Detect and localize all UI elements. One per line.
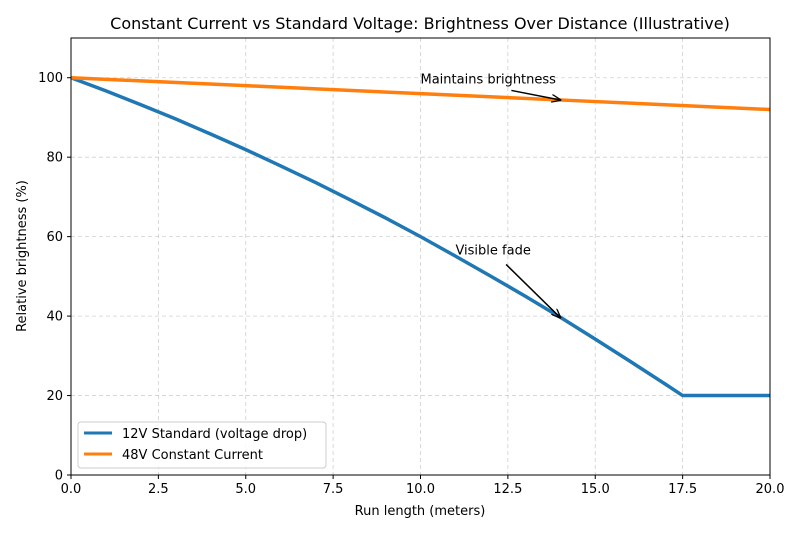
annotation-arrow: [505, 263, 560, 317]
ticks: 0.0 2.5 5.0 7.5 10.0 12.5 15.0 17.5 20.0 0 20 40 60 8…: [38, 71, 784, 497]
x-axis-label: Run length (meters): [355, 504, 486, 519]
x-tick-label: 10.0: [406, 482, 435, 497]
legend-label-48v: 48V Constant Current: [122, 448, 263, 463]
series-line-1: [70, 75, 771, 112]
y-tick-label: 80: [46, 151, 63, 166]
x-tick-label: 7.5: [323, 482, 344, 497]
x-tick-label: 20.0: [756, 482, 785, 497]
y-tick-label: 40: [46, 310, 63, 325]
annotation-arrow: [511, 89, 560, 100]
x-tick-label: 2.5: [148, 482, 169, 497]
legend-label-12v: 12V Standard (voltage drop): [122, 427, 307, 442]
x-tick-label: 15.0: [581, 482, 610, 497]
y-axis-label: Relative brightness (%): [15, 180, 30, 332]
y-tick-label: 60: [46, 230, 63, 245]
legend: 12V Standard (voltage drop) 48V Constant…: [77, 421, 327, 469]
legend-box: [77, 421, 327, 469]
chart-title: Constant Current vs Standard Voltage: Br…: [110, 14, 730, 33]
x-tick-label: 12.5: [493, 482, 522, 497]
series-layer: [70, 75, 771, 398]
annotation-text: Maintains brightness: [421, 73, 557, 88]
y-tick-label: 100: [38, 71, 63, 86]
annotation-text: Visible fade: [455, 244, 530, 259]
x-tick-label: 5.0: [235, 482, 256, 497]
x-tick-label: 17.5: [668, 482, 697, 497]
annotations: Maintains brightness Visible fade: [421, 73, 561, 318]
y-tick-label: 20: [46, 389, 63, 404]
series-line-0: [70, 76, 770, 398]
x-tick-label: 0.0: [61, 482, 82, 497]
y-tick-label: 0: [55, 469, 63, 484]
